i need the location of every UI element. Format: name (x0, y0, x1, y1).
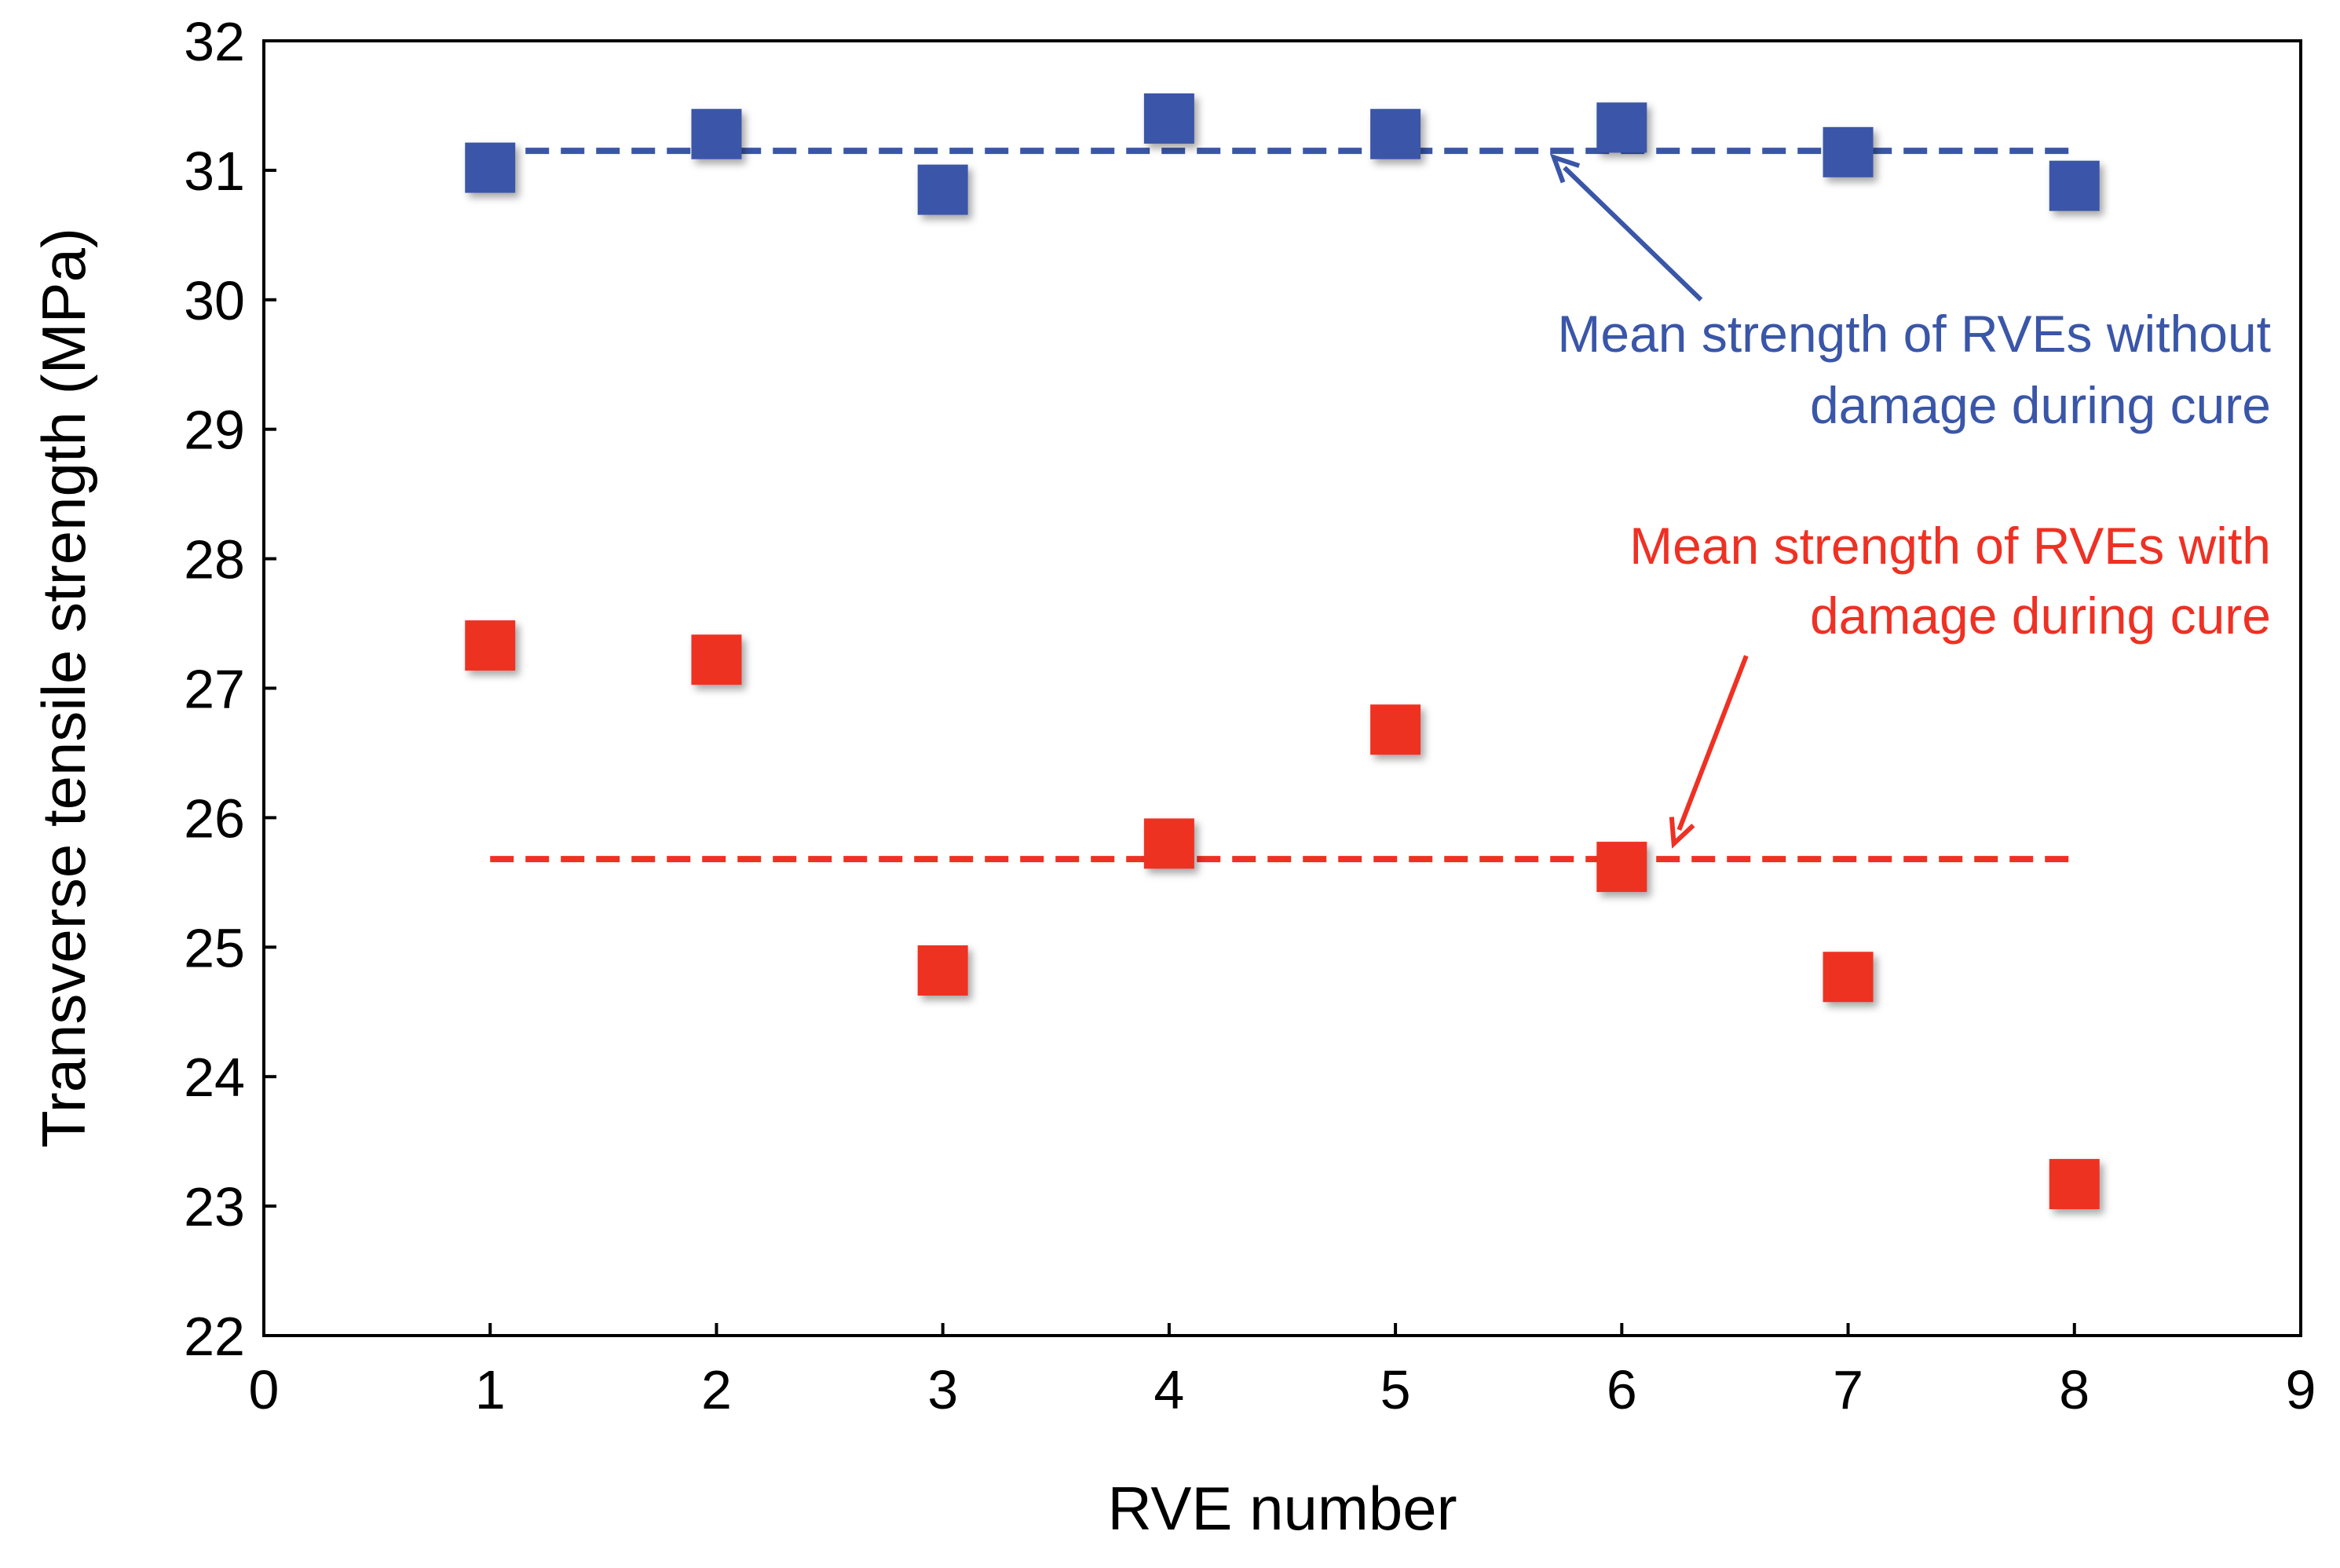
y-tick-label: 32 (184, 11, 245, 72)
y-tick-label: 31 (184, 141, 245, 202)
y-tick-label: 23 (184, 1176, 245, 1237)
y-tick-label: 30 (184, 270, 245, 331)
plot-area-frame (262, 39, 2302, 1337)
mean-lines (490, 148, 2075, 863)
x-tick-label: 2 (701, 1359, 732, 1420)
data-point-marker (1823, 126, 1874, 177)
x-tick-label: 1 (475, 1359, 506, 1420)
annotation-arrow-shaft (1676, 655, 1749, 832)
x-tick-label: 9 (2286, 1359, 2316, 1420)
annotation-text-line: damage during cure (1810, 587, 2271, 645)
data-point-marker (1596, 102, 1647, 153)
y-tick-label: 29 (184, 400, 245, 461)
annotation-arrow-head (1549, 153, 1581, 184)
data-point-marker (1596, 842, 1647, 893)
data-point-marker (691, 634, 742, 685)
y-tick-label: 24 (184, 1047, 245, 1108)
x-tick-label: 8 (2059, 1359, 2090, 1420)
data-point-marker (1823, 952, 1874, 1003)
data-point-marker (917, 945, 968, 996)
x-tick-label: 0 (249, 1359, 280, 1420)
annotation-text-line: damage during cure (1810, 376, 2271, 434)
data-point-marker (2049, 1159, 2100, 1210)
annotation-text-line: Mean strength of RVEs with (1629, 517, 2271, 575)
x-tick-label: 7 (1833, 1359, 1863, 1420)
data-markers (465, 93, 2100, 1210)
data-point-marker (917, 164, 968, 215)
data-point-marker (465, 620, 516, 671)
y-tick-label: 25 (184, 917, 245, 978)
annotation-arrow-head (1669, 817, 1695, 849)
x-tick-label: 4 (1154, 1359, 1184, 1420)
annotation-arrow-shaft (1563, 166, 1703, 302)
y-tick-label: 26 (184, 788, 245, 849)
y-tick-label: 22 (184, 1306, 245, 1367)
y-axis-label: Transverse tensile strength (MPa) (29, 228, 98, 1148)
annotation-text-line: Mean strength of RVEs without (1557, 305, 2271, 363)
y-tick-label: 27 (184, 659, 245, 720)
data-point-marker (1370, 704, 1421, 755)
x-tick-label: 5 (1380, 1359, 1411, 1420)
data-point-marker (465, 142, 516, 193)
x-axis-label: RVE number (1107, 1474, 1457, 1543)
y-tick-label: 28 (184, 529, 245, 590)
annotations: Mean strength of RVEs without damage duri… (1549, 153, 2271, 849)
x-tick-label: 3 (927, 1359, 958, 1420)
data-point-marker (1143, 818, 1194, 869)
data-point-marker (691, 108, 742, 159)
x-tick-label: 6 (1607, 1359, 1637, 1420)
data-point-marker (1143, 93, 1194, 144)
data-point-marker (2049, 160, 2100, 211)
data-point-marker (1370, 108, 1421, 159)
